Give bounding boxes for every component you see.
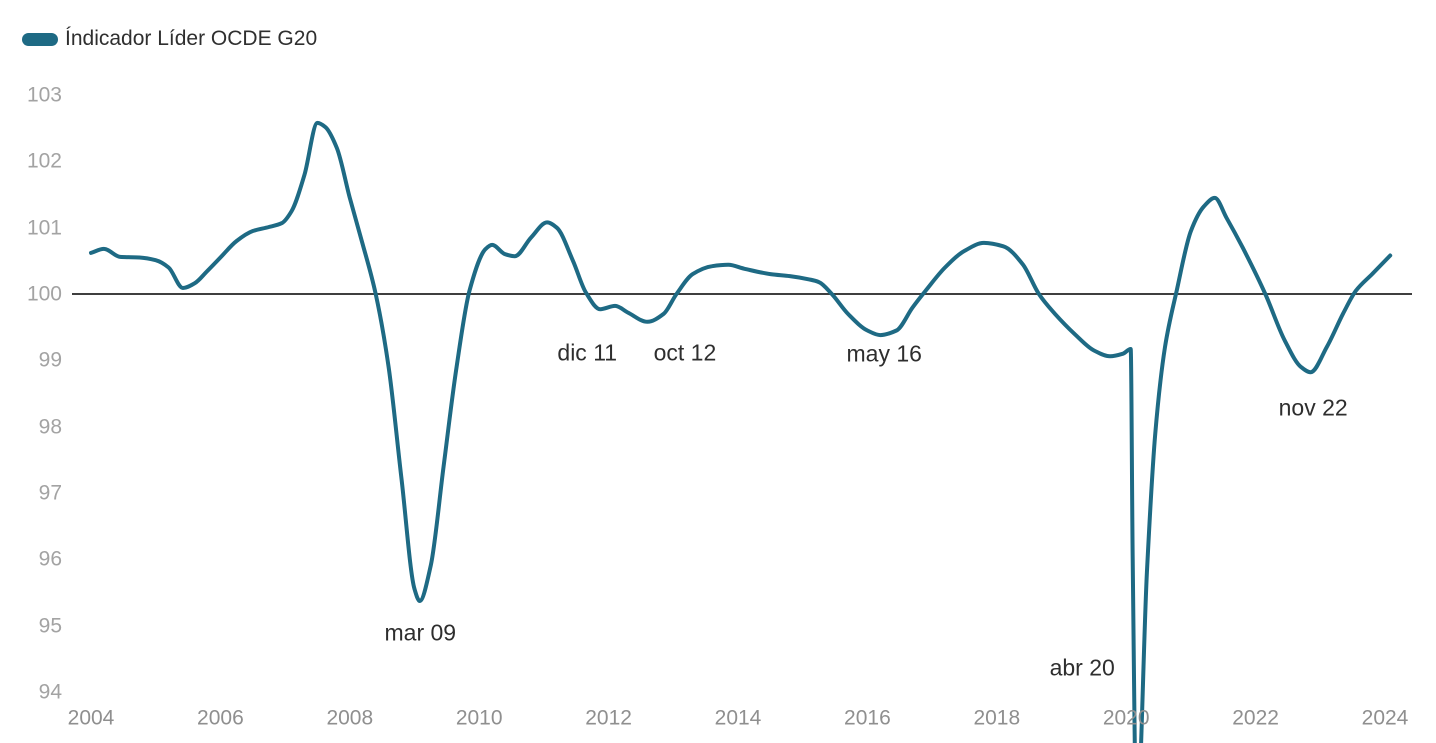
y-tick-label-95: 95: [38, 614, 62, 637]
x-tick-label-2020: 2020: [1102, 706, 1150, 730]
x-tick-label-2006: 2006: [197, 706, 244, 730]
y-tick-label-100: 100: [26, 282, 62, 306]
y-tick-label-97: 97: [38, 481, 62, 505]
y-tick-label-96: 96: [38, 547, 62, 571]
x-tick-label-2016: 2016: [844, 706, 891, 730]
x-tick-label-2018: 2018: [973, 706, 1021, 730]
y-tick-label-102: 102: [26, 149, 62, 173]
x-tick-label-2004: 2004: [67, 706, 115, 730]
y-tick-label-98: 98: [38, 415, 62, 439]
x-tick-label-2008: 2008: [326, 706, 374, 730]
x-tick-label-2024: 2024: [1361, 706, 1409, 730]
legend-line-swatch-icon: [22, 32, 58, 46]
y-tick-label-94: 94: [38, 680, 62, 704]
annotation-oct-12: oct 12: [653, 339, 717, 366]
x-tick-label-2022: 2022: [1232, 706, 1279, 730]
annotation-may-16: may 16: [846, 340, 922, 367]
annotation-mar-09: mar 09: [384, 619, 457, 646]
annotation-nov-22: nov 22: [1278, 394, 1348, 421]
annotation-dic-11: dic 11: [557, 339, 618, 366]
legend-label: Índicador Líder OCDE G20: [65, 27, 318, 50]
y-tick-label-99: 99: [38, 348, 62, 372]
y-tick-label-103: 103: [26, 83, 62, 107]
legend: Índicador Líder OCDE G20: [22, 27, 317, 51]
x-tick-label-2014: 2014: [714, 706, 762, 730]
x-tick-label-2010: 2010: [455, 706, 503, 730]
legend-item-indicador-lider-ocde-g20[interactable]: Índicador Líder OCDE G20: [22, 27, 317, 51]
x-tick-label-2012: 2012: [585, 706, 632, 730]
annotation-abr-20: abr 20: [1049, 654, 1115, 681]
y-tick-label-101: 101: [26, 216, 62, 240]
series-line-indicador-lider-ocde-g20: [89, 120, 1393, 743]
